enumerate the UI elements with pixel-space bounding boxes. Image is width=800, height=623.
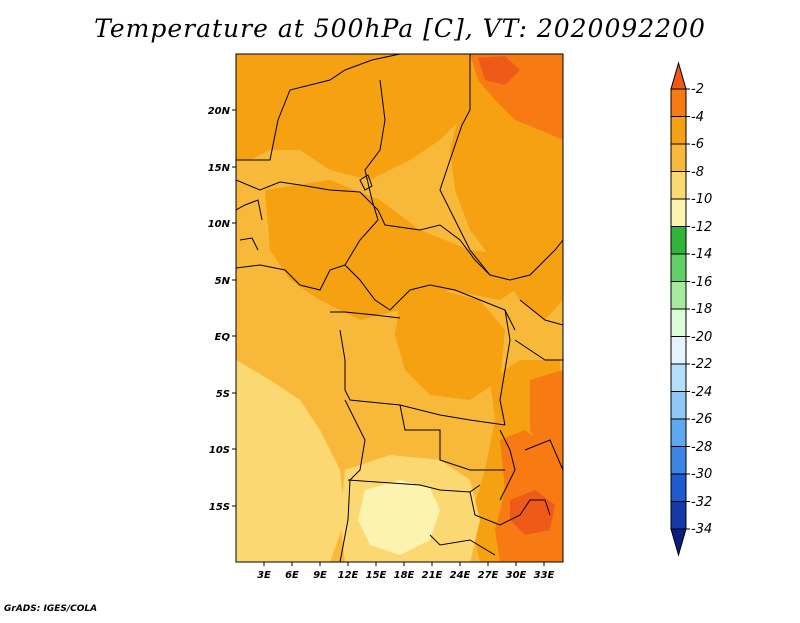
- colorbar-swatch-7: [670, 253, 687, 282]
- colorbar-swatch-8: [670, 281, 687, 310]
- map-frame: [235, 53, 564, 563]
- colorbar-label-8: -18: [691, 302, 712, 317]
- axis-ticks: [232, 109, 545, 566]
- colorbar-label-4: -10: [691, 192, 712, 207]
- colorbar-swatch-15: [670, 473, 687, 502]
- lat-label-5s: 5S: [216, 389, 230, 400]
- lon-label-33e: 33E: [534, 570, 555, 581]
- colorbar: [670, 61, 690, 557]
- colorbar-swatch-13: [670, 418, 687, 447]
- colorbar-swatch-2: [670, 116, 687, 145]
- lat-label-eq: EQ: [215, 332, 231, 343]
- colorbar-swatch-16: [670, 501, 687, 530]
- lon-label-15e: 15E: [366, 570, 387, 581]
- colorbar-swatch-10: [670, 336, 687, 365]
- colorbar-label-10: -22: [691, 357, 712, 372]
- colorbar-label-6: -14: [691, 247, 712, 262]
- lon-label-6e: 6E: [285, 570, 299, 581]
- colorbar-label-0: -2: [691, 82, 704, 97]
- lon-label-30e: 30E: [506, 570, 527, 581]
- colorbar-swatch-3: [670, 143, 687, 172]
- colorbar-swatch-4: [670, 171, 687, 200]
- field-warm-center: [265, 180, 530, 320]
- lat-label-15n: 15N: [208, 163, 231, 174]
- colorbar-label-7: -16: [691, 275, 712, 290]
- colorbar-label-11: -24: [691, 385, 712, 400]
- colorbar-label-14: -30: [691, 467, 712, 482]
- colorbar-swatch-0: [670, 61, 687, 90]
- colorbar-label-15: -32: [691, 495, 712, 510]
- colorbar-label-9: -20: [691, 330, 712, 345]
- colorbar-swatch-9: [670, 308, 687, 337]
- lon-label-27e: 27E: [478, 570, 499, 581]
- colorbar-swatch-17: [670, 528, 687, 557]
- colorbar-label-13: -28: [691, 440, 712, 455]
- lon-label-21e: 21E: [422, 570, 443, 581]
- lon-label-9e: 9E: [313, 570, 327, 581]
- colorbar-swatch-5: [670, 198, 687, 227]
- colorbar-label-12: -26: [691, 412, 712, 427]
- grads-credit: GrADS: IGES/COLA: [4, 604, 98, 614]
- field-hottest-north: [478, 56, 520, 85]
- field-cool-west: [236, 360, 345, 562]
- colorbar-labels: -2 -4 -6 -8 -10 -12 -14 -16 -18 -20 -22 …: [691, 82, 712, 537]
- lat-label-5n: 5N: [215, 276, 231, 287]
- field-coolest-south: [358, 480, 440, 555]
- colorbar-swatch-11: [670, 363, 687, 392]
- colorbar-swatch-12: [670, 391, 687, 420]
- colorbar-label-5: -12: [691, 220, 712, 235]
- lon-label-3e: 3E: [257, 570, 271, 581]
- field-warm-north: [236, 54, 470, 180]
- colorbar-swatch-1: [670, 88, 687, 117]
- colorbar-swatch-6: [670, 226, 687, 255]
- lon-label-18e: 18E: [394, 570, 415, 581]
- colorbar-label-2: -6: [691, 137, 704, 152]
- map-title: Temperature at 500hPa [C], VT: 202009220…: [94, 14, 706, 43]
- lon-label-24e: 24E: [450, 570, 471, 581]
- field-hottest-east: [510, 490, 555, 535]
- lat-label-10s: 10S: [209, 445, 230, 456]
- colorbar-label-3: -8: [691, 165, 704, 180]
- colorbar-label-16: -34: [691, 522, 712, 537]
- temperature-field: [236, 54, 563, 562]
- colorbar-label-1: -4: [691, 110, 704, 125]
- lat-label-15s: 15S: [209, 502, 230, 513]
- lon-label-12e: 12E: [338, 570, 359, 581]
- country-borders: [236, 54, 563, 562]
- field-warm-basin: [395, 290, 505, 400]
- colorbar-swatch-14: [670, 446, 687, 475]
- lat-label-10n: 10N: [208, 219, 231, 230]
- lat-label-20n: 20N: [208, 106, 231, 117]
